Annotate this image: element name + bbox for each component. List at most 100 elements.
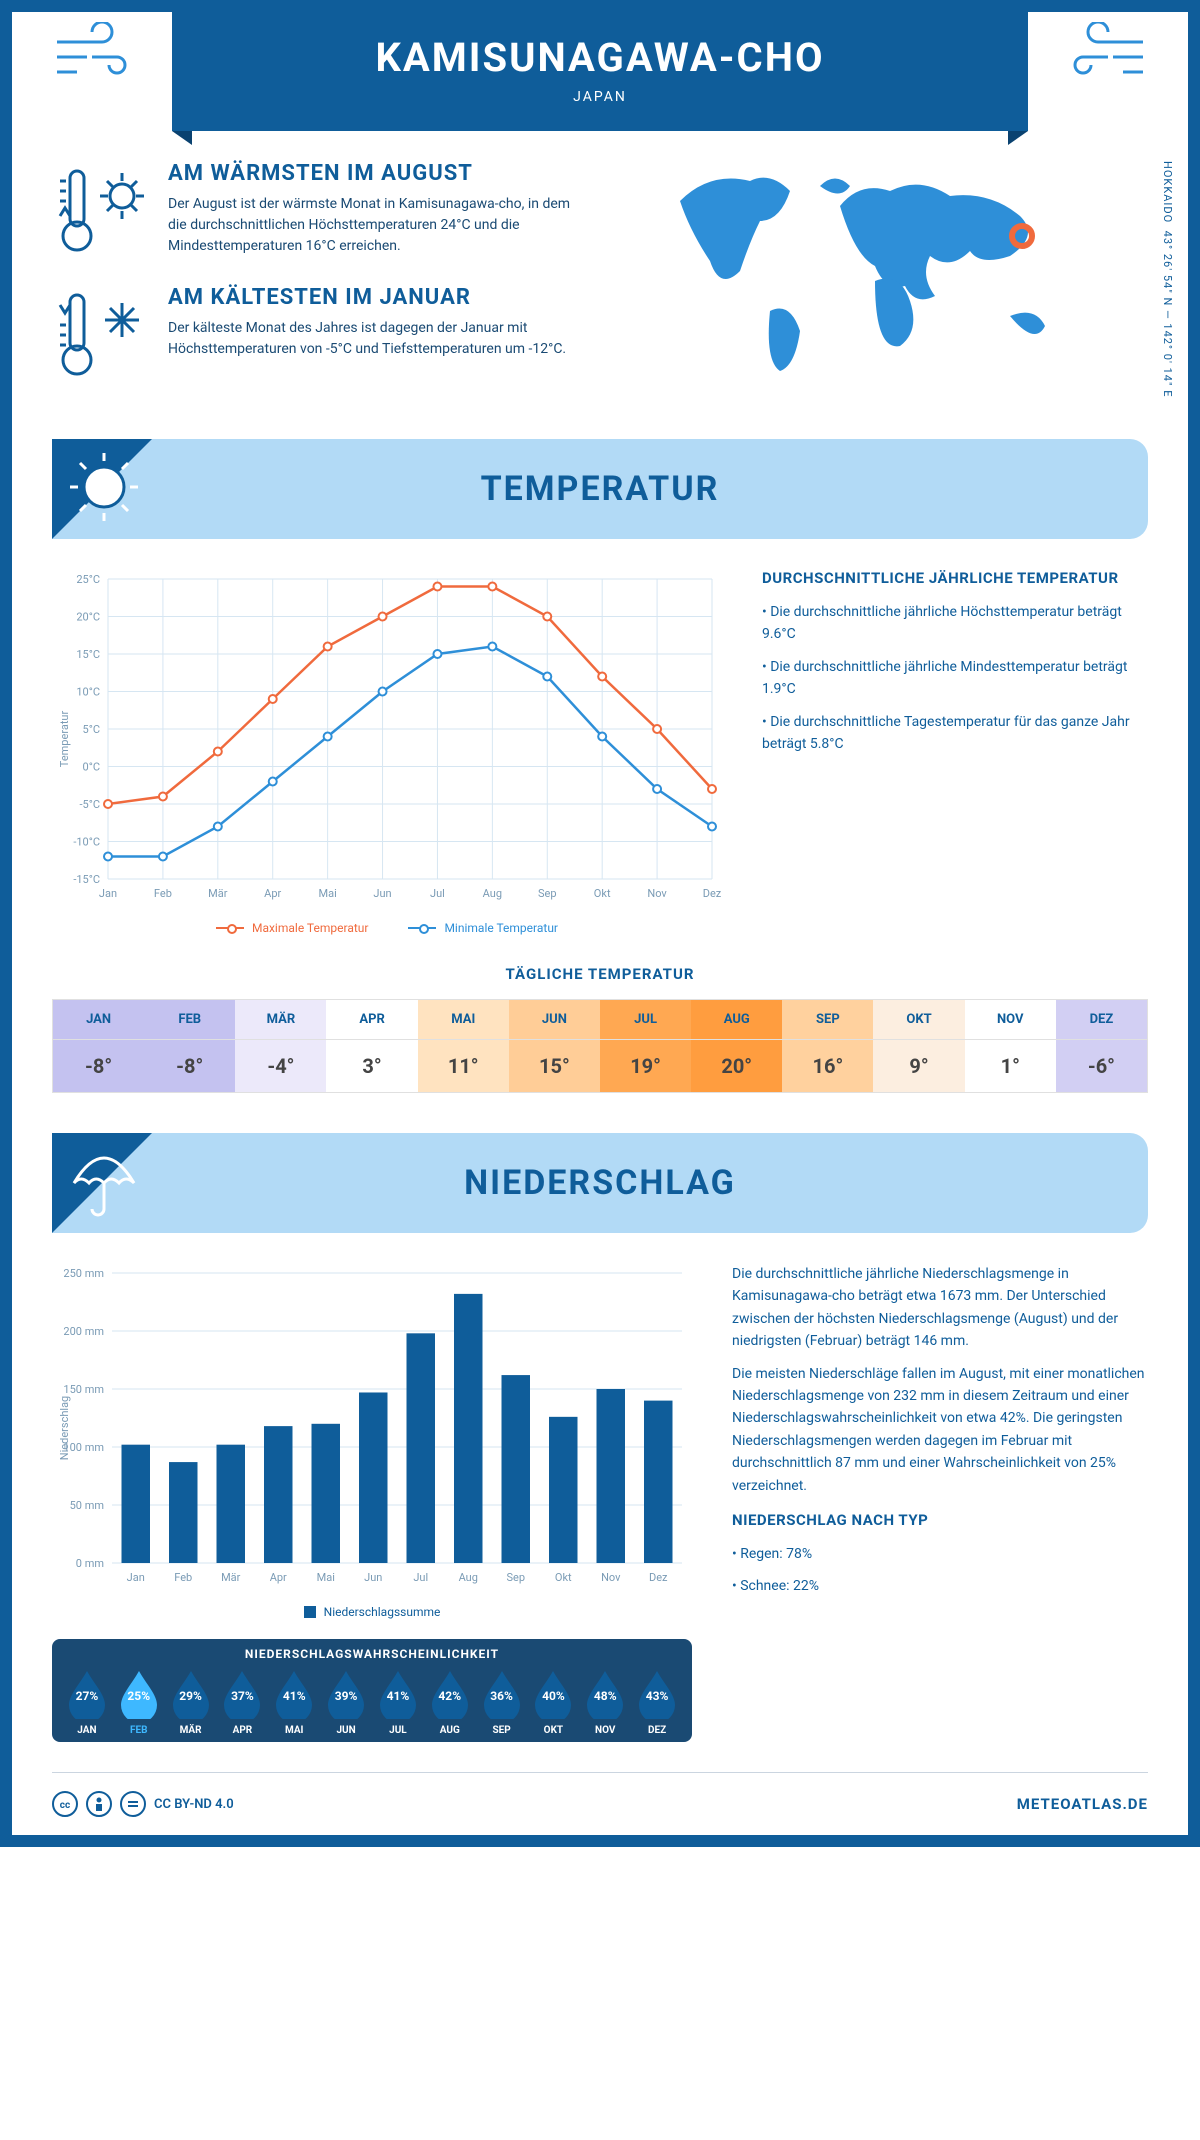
svg-text:Sep: Sep: [506, 1571, 525, 1584]
thermometer-sun-icon: [52, 161, 152, 261]
stats-bullet: • Die durchschnittliche Tagestemperatur …: [762, 711, 1148, 756]
precip-type-title: NIEDERSCHLAG NACH TYP: [732, 1511, 1148, 1529]
svg-text:20°C: 20°C: [76, 611, 100, 624]
precip-type: • Regen: 78%: [732, 1543, 1148, 1565]
bar: [502, 1375, 531, 1563]
svg-text:-15°C: -15°C: [73, 873, 100, 886]
svg-text:Sep: Sep: [538, 887, 557, 900]
svg-text:150 mm: 150 mm: [63, 1383, 104, 1396]
table-header: NOV: [965, 1000, 1056, 1039]
svg-text:Jun: Jun: [364, 1571, 382, 1584]
daily-temp-title: TÄGLICHE TEMPERATUR: [52, 965, 1148, 983]
precip-paragraph: Die meisten Niederschläge fallen im Augu…: [732, 1363, 1148, 1497]
bar: [169, 1462, 198, 1563]
license: cc CC BY-ND 4.0: [52, 1791, 234, 1817]
table-cell: 11°: [418, 1039, 509, 1092]
svg-text:10°C: 10°C: [76, 686, 100, 699]
bar: [454, 1294, 483, 1563]
svg-text:Jun: Jun: [373, 887, 391, 900]
subtitle: JAPAN: [172, 89, 1028, 105]
svg-text:15°C: 15°C: [76, 648, 100, 661]
stats-bullet: • Die durchschnittliche jährliche Höchst…: [762, 601, 1148, 646]
svg-text:Aug: Aug: [459, 1571, 478, 1584]
probability-drop: 40% OKT: [528, 1667, 578, 1736]
svg-text:Okt: Okt: [594, 887, 611, 900]
stats-title: DURCHSCHNITTLICHE JÄHRLICHE TEMPERATUR: [762, 569, 1148, 587]
svg-text:Nov: Nov: [647, 887, 667, 900]
table-header: JUL: [600, 1000, 691, 1039]
table-header: SEP: [782, 1000, 873, 1039]
table-header: DEZ: [1056, 1000, 1147, 1039]
svg-text:Jul: Jul: [430, 887, 445, 900]
table-header: AUG: [691, 1000, 782, 1039]
svg-text:Mär: Mär: [208, 887, 228, 900]
temperature-line-chart: -15°C-10°C-5°C0°C5°C10°C15°C20°C25°CJanF…: [52, 569, 722, 935]
svg-text:Aug: Aug: [483, 887, 502, 900]
svg-text:Mai: Mai: [319, 887, 337, 900]
section-header-temperature: TEMPERATUR: [52, 439, 1148, 539]
map-svg: [612, 161, 1148, 381]
precipitation-probability: NIEDERSCHLAGSWAHRSCHEINLICHKEIT 27% JAN …: [52, 1639, 692, 1742]
section-header-precipitation: NIEDERSCHLAG: [52, 1133, 1148, 1233]
bar: [217, 1445, 246, 1563]
page-title: KAMISUNAGAWA-CHO: [172, 34, 1028, 81]
table-cell: 1°: [965, 1039, 1056, 1092]
cc-icon: cc: [52, 1791, 78, 1817]
bar: [597, 1389, 626, 1563]
umbrella-icon: [64, 1141, 144, 1221]
svg-text:25°C: 25°C: [76, 573, 100, 586]
svg-text:Apr: Apr: [270, 1571, 287, 1584]
stats-bullet: • Die durchschnittliche jährliche Mindes…: [762, 656, 1148, 701]
svg-text:-5°C: -5°C: [80, 798, 101, 811]
table-cell: 19°: [600, 1039, 691, 1092]
fact-title: AM KÄLTESTEN IM JANUAR: [168, 285, 572, 310]
svg-text:cc: cc: [60, 1800, 70, 1811]
probability-drop: 39% JUN: [321, 1667, 371, 1736]
nd-icon: [120, 1791, 146, 1817]
svg-text:Mär: Mär: [221, 1571, 241, 1584]
svg-text:Jan: Jan: [99, 887, 117, 900]
section-title: TEMPERATUR: [481, 469, 720, 509]
by-icon: [86, 1791, 112, 1817]
svg-text:Mai: Mai: [317, 1571, 335, 1584]
probability-drop: 27% JAN: [62, 1667, 112, 1736]
precip-type: • Schnee: 22%: [732, 1575, 1148, 1597]
probability-drop: 36% SEP: [477, 1667, 527, 1736]
title-bar: KAMISUNAGAWA-CHO JAPAN: [172, 12, 1028, 131]
footer: cc CC BY-ND 4.0 METEOATLAS.DE: [52, 1772, 1148, 1835]
probability-drop: 43% DEZ: [632, 1667, 682, 1736]
precip-legend: Niederschlagssumme: [52, 1605, 692, 1619]
svg-text:-10°C: -10°C: [73, 836, 100, 849]
svg-text:Jul: Jul: [413, 1571, 428, 1584]
table-cell: 20°: [691, 1039, 782, 1092]
table-header: MAI: [418, 1000, 509, 1039]
svg-text:Jan: Jan: [127, 1571, 145, 1584]
bar: [407, 1333, 436, 1563]
table-header: MÄR: [235, 1000, 326, 1039]
probability-drop: 41% MAI: [269, 1667, 319, 1736]
temp-stats: DURCHSCHNITTLICHE JÄHRLICHE TEMPERATUR •…: [762, 569, 1148, 935]
table-header: OKT: [873, 1000, 964, 1039]
wind-icon: [52, 22, 152, 92]
precip-stats: Die durchschnittliche jährliche Niedersc…: [732, 1263, 1148, 1742]
table-header: APR: [326, 1000, 417, 1039]
table-cell: 16°: [782, 1039, 873, 1092]
svg-text:Dez: Dez: [703, 887, 722, 900]
wind-icon: [1048, 22, 1148, 92]
fact-text: Der kälteste Monat des Jahres ist dagege…: [168, 318, 572, 360]
fact-title: AM WÄRMSTEN IM AUGUST: [168, 161, 572, 186]
probability-drop: 29% MÄR: [166, 1667, 216, 1736]
table-cell: -6°: [1056, 1039, 1147, 1092]
svg-text:0 mm: 0 mm: [76, 1557, 104, 1570]
overview-row: AM WÄRMSTEN IM AUGUST Der August ist der…: [52, 161, 1148, 409]
table-header: JUN: [509, 1000, 600, 1039]
prob-title: NIEDERSCHLAGSWAHRSCHEINLICHKEIT: [62, 1647, 682, 1661]
precip-paragraph: Die durchschnittliche jährliche Niedersc…: [732, 1263, 1148, 1353]
probability-drop: 37% APR: [217, 1667, 267, 1736]
probability-drop: 42% AUG: [425, 1667, 475, 1736]
table-cell: -8°: [53, 1039, 144, 1092]
thermometer-snow-icon: [52, 285, 152, 385]
svg-text:Dez: Dez: [649, 1571, 668, 1584]
bar: [264, 1426, 293, 1563]
fact-text: Der August ist der wärmste Monat in Kami…: [168, 194, 572, 257]
